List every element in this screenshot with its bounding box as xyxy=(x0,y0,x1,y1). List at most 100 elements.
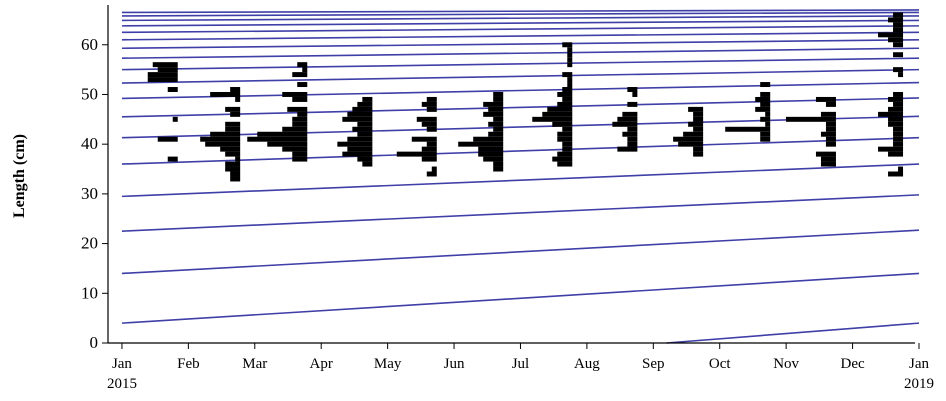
frequency-bar xyxy=(230,171,241,177)
frequency-bar xyxy=(678,141,704,147)
frequency-bar xyxy=(483,156,504,162)
growth-curve xyxy=(121,57,919,71)
growth-curve xyxy=(121,229,920,275)
frequency-bar xyxy=(157,67,178,73)
frequency-bar xyxy=(357,131,373,137)
frequency-bar xyxy=(562,141,573,147)
frequency-bar xyxy=(478,146,504,152)
frequency-bar xyxy=(567,62,573,68)
frequency-bar xyxy=(426,96,437,102)
frequency-bar xyxy=(205,141,241,147)
frequency-bar xyxy=(225,121,241,127)
frequency-bar xyxy=(760,136,771,142)
y-tick-label: 10 xyxy=(81,283,98,302)
y-tick-label: 50 xyxy=(81,84,98,103)
frequency-bar xyxy=(683,131,704,137)
frequency-bar xyxy=(825,136,836,142)
frequency-bar xyxy=(225,151,241,157)
frequency-bar xyxy=(893,22,904,28)
frequency-bar xyxy=(888,151,904,157)
frequency-bar xyxy=(411,136,437,142)
frequency-bar xyxy=(612,121,638,127)
frequency-bar xyxy=(542,111,573,117)
y-tick-label: 60 xyxy=(81,35,98,54)
growth-curve xyxy=(121,9,919,14)
frequency-bar xyxy=(688,121,704,127)
frequency-bar xyxy=(557,131,573,137)
frequency-bar xyxy=(297,62,308,68)
frequency-bar xyxy=(220,146,241,152)
x-tick-label: Nov xyxy=(773,356,799,372)
growth-curve xyxy=(121,194,920,232)
growth-curve xyxy=(121,68,919,84)
frequency-bar xyxy=(147,72,178,78)
frequency-bar xyxy=(210,131,241,137)
frequency-bar xyxy=(557,91,573,97)
growth-curve xyxy=(121,19,919,27)
frequency-bar xyxy=(426,171,437,177)
frequency-bar xyxy=(493,161,504,167)
growth-curve xyxy=(121,15,919,22)
frequency-bar xyxy=(693,116,704,122)
frequency-bar xyxy=(493,116,504,122)
frequency-bar xyxy=(893,91,904,97)
frequency-bar xyxy=(342,116,373,122)
frequency-bar xyxy=(622,131,638,137)
frequency-bar xyxy=(287,106,308,112)
frequency-bar xyxy=(760,131,771,137)
frequency-bar xyxy=(473,136,504,142)
growth-curve xyxy=(121,38,919,50)
x-tick-label: Jan xyxy=(909,356,929,372)
frequency-bar xyxy=(416,116,437,122)
frequency-bar xyxy=(693,126,704,132)
frequency-bar xyxy=(567,77,573,83)
frequency-bar xyxy=(362,161,373,167)
frequency-bar xyxy=(235,96,241,102)
frequency-bar xyxy=(567,52,573,58)
frequency-bar xyxy=(225,161,241,167)
frequency-bar xyxy=(825,141,836,147)
frequency-bar xyxy=(210,91,241,97)
frequency-bar xyxy=(688,106,704,112)
frequency-bar xyxy=(878,111,904,117)
frequency-bar xyxy=(785,116,836,122)
x-tick-label: Oct xyxy=(709,356,731,372)
frequency-bar xyxy=(627,141,638,147)
frequency-bar xyxy=(478,151,504,157)
x-tick-label: Jul xyxy=(512,356,530,372)
y-tick-label: 30 xyxy=(81,184,98,203)
frequency-bar xyxy=(888,116,904,122)
frequency-bar xyxy=(421,121,437,127)
frequency-bar xyxy=(532,116,573,122)
frequency-bar xyxy=(292,156,308,162)
frequency-bar xyxy=(898,72,904,78)
frequency-bar xyxy=(483,111,504,117)
frequency-bar xyxy=(488,121,504,127)
frequency-bar xyxy=(893,136,904,142)
frequency-bar xyxy=(617,146,638,152)
frequency-bar xyxy=(230,87,241,92)
frequency-bar xyxy=(421,156,437,162)
frequency-bar xyxy=(888,17,904,23)
growth-curve xyxy=(121,81,920,100)
frequency-bar xyxy=(292,121,308,127)
frequency-bar xyxy=(760,101,771,107)
frequency-bar xyxy=(257,131,308,137)
frequency-bar xyxy=(493,126,504,132)
frequency-bar xyxy=(292,116,308,122)
frequency-bar xyxy=(888,96,904,102)
growth-curve xyxy=(121,163,920,198)
growth-curve xyxy=(121,31,919,41)
frequency-bar xyxy=(421,146,437,152)
frequency-bar xyxy=(765,121,771,127)
frequency-bar xyxy=(552,121,573,127)
y-tick-label: 40 xyxy=(81,134,98,153)
frequency-bar xyxy=(292,96,308,102)
growth-curve xyxy=(666,322,920,344)
frequency-bar xyxy=(421,101,437,107)
growth-curve xyxy=(121,272,920,324)
frequency-bar xyxy=(167,87,178,92)
frequency-bar xyxy=(820,131,836,137)
frequency-bar xyxy=(893,126,904,132)
